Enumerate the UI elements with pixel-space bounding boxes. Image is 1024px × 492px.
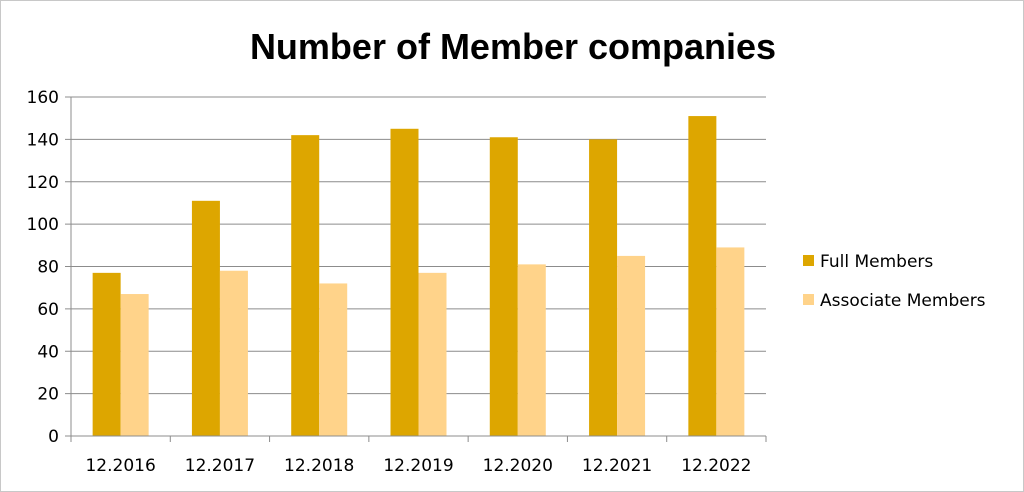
bar-full-members-12.2018 <box>291 135 320 436</box>
legend-swatch <box>803 255 814 266</box>
y-tick-label: 120 <box>27 173 59 193</box>
y-tick-label: 160 <box>27 88 59 108</box>
bar-full-members-12.2016 <box>92 272 121 436</box>
y-axis-ticks: 0 20 40 60 80 100 120 140 160 <box>27 88 72 447</box>
y-tick-label: 100 <box>27 215 59 235</box>
y-tick-label: 20 <box>37 385 59 405</box>
y-tick-label: 40 <box>37 342 59 362</box>
bar-associate-members-12.2018 <box>319 283 348 436</box>
legend: Full Members Associate Members <box>803 252 986 311</box>
chart-title: Number of Member companies <box>250 26 776 67</box>
x-tick-label: 12.2016 <box>85 456 155 476</box>
y-tick-label: 140 <box>27 130 59 150</box>
bars <box>92 116 745 436</box>
bar-associate-members-12.2021 <box>617 255 646 436</box>
bar-associate-members-12.2017 <box>219 270 248 436</box>
x-tick-label: 12.2017 <box>185 456 255 476</box>
bar-full-members-12.2021 <box>589 139 618 436</box>
y-tick-label: 0 <box>48 427 59 447</box>
x-tick-label: 12.2018 <box>284 456 354 476</box>
bar-associate-members-12.2020 <box>517 264 546 436</box>
legend-label: Associate Members <box>820 291 986 311</box>
bar-associate-members-12.2022 <box>716 247 745 436</box>
y-tick-label: 80 <box>37 258 59 278</box>
x-tick-label: 12.2022 <box>681 456 751 476</box>
bar-associate-members-12.2016 <box>120 294 149 436</box>
bar-full-members-12.2022 <box>688 116 717 436</box>
x-tick-label: 12.2019 <box>383 456 453 476</box>
x-tick-label: 12.2021 <box>582 456 652 476</box>
x-tick-label: 12.2020 <box>483 456 553 476</box>
bar-full-members-12.2019 <box>390 128 419 436</box>
bar-full-members-12.2020 <box>489 137 518 436</box>
bar-full-members-12.2017 <box>191 200 220 436</box>
legend-swatch <box>803 294 814 305</box>
bar-associate-members-12.2019 <box>418 272 447 436</box>
x-axis: 12.2016 12.2017 12.2018 12.2019 12.2020 12.20… <box>70 435 767 476</box>
y-tick-label: 60 <box>37 300 59 320</box>
legend-label: Full Members <box>820 252 933 272</box>
